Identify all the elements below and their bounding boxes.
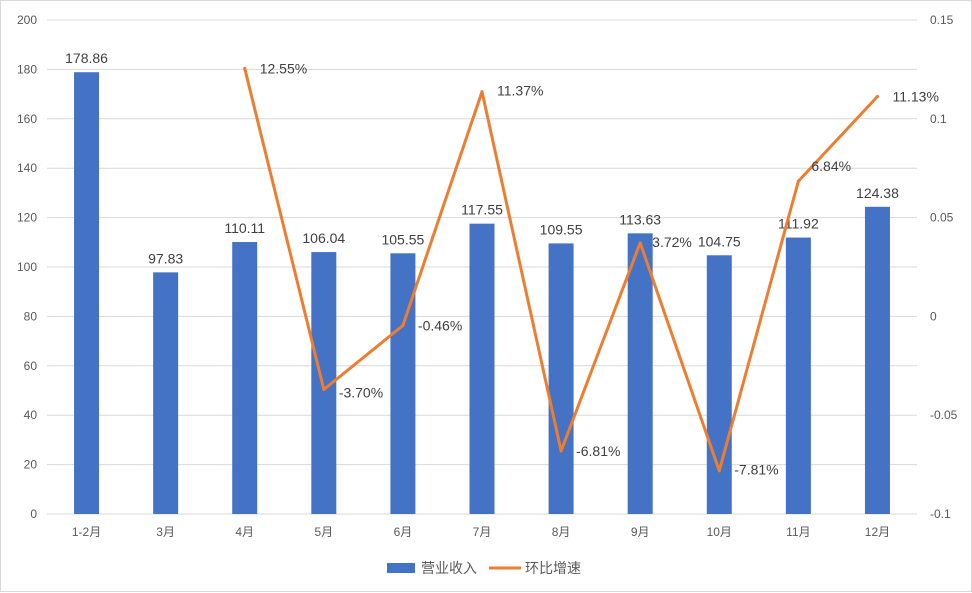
line-data-label: -6.81% bbox=[576, 443, 620, 459]
y-left-tick-label: 20 bbox=[24, 458, 38, 472]
line-data-label: 12.55% bbox=[260, 60, 307, 76]
x-tick-label: 5月 bbox=[314, 525, 333, 539]
bar-data-label: 109.55 bbox=[540, 221, 583, 237]
y-left-tick-label: 120 bbox=[17, 211, 37, 225]
bar bbox=[627, 233, 653, 514]
bar bbox=[232, 242, 258, 514]
line-point bbox=[559, 449, 563, 453]
x-tick-label: 6月 bbox=[394, 525, 413, 539]
line-data-label: -7.81% bbox=[734, 462, 778, 478]
legend-label-line: 环比增速 bbox=[525, 561, 581, 577]
x-tick-label: 7月 bbox=[473, 525, 492, 539]
y-left-tick-label: 40 bbox=[24, 408, 38, 422]
legend-swatch-bar bbox=[387, 563, 415, 573]
y-right-tick-label: -0.05 bbox=[930, 408, 958, 422]
y-left-tick-label: 180 bbox=[17, 62, 37, 76]
line-data-label: 11.13% bbox=[892, 88, 938, 104]
bar bbox=[390, 253, 416, 514]
legend-label-bar: 营业收入 bbox=[421, 561, 477, 577]
y-left-tick-label: 80 bbox=[24, 309, 38, 323]
line-data-label: 3.72% bbox=[652, 234, 692, 250]
y-right-tick-label: 0.1 bbox=[930, 112, 947, 126]
bar-data-label: 178.86 bbox=[65, 50, 108, 66]
line-point bbox=[875, 94, 879, 98]
bar bbox=[153, 272, 179, 514]
line-point bbox=[243, 66, 247, 70]
x-tick-label: 8月 bbox=[552, 525, 571, 539]
bar-data-label: 105.55 bbox=[381, 231, 424, 247]
bar-data-label: 117.55 bbox=[461, 202, 503, 218]
y-right-tick-label: 0.15 bbox=[930, 13, 954, 27]
y-left-tick-label: 60 bbox=[24, 359, 38, 373]
line-point bbox=[322, 388, 326, 392]
line-point bbox=[796, 179, 800, 183]
x-tick-label: 3月 bbox=[156, 525, 175, 539]
y-left-tick-label: 200 bbox=[17, 13, 37, 27]
line-point bbox=[480, 90, 484, 94]
x-tick-label: 12月 bbox=[865, 525, 890, 539]
bar bbox=[706, 255, 732, 514]
line-data-label: 6.84% bbox=[811, 158, 851, 174]
y-left-tick-label: 160 bbox=[17, 112, 37, 126]
x-tick-label: 4月 bbox=[235, 525, 254, 539]
bar bbox=[864, 206, 890, 514]
y-right-tick-label: 0 bbox=[930, 309, 937, 323]
y-left-tick-label: 140 bbox=[17, 161, 37, 175]
line-point bbox=[638, 241, 642, 245]
x-tick-label: 1-2月 bbox=[72, 525, 101, 539]
bar bbox=[74, 72, 100, 515]
x-tick-label: 11月 bbox=[786, 525, 810, 539]
bar-data-label: 124.38 bbox=[856, 185, 899, 201]
bar-data-label: 97.83 bbox=[148, 250, 183, 266]
bar-data-label: 104.75 bbox=[698, 233, 741, 249]
x-tick-label: 9月 bbox=[631, 525, 650, 539]
line-data-label: -3.70% bbox=[339, 385, 383, 401]
line-data-label: 11.37% bbox=[497, 83, 543, 99]
y-right-tick-label: 0.05 bbox=[930, 211, 954, 225]
line-point bbox=[717, 469, 721, 473]
bar-data-label: 113.63 bbox=[619, 211, 661, 227]
line-data-label: -0.46% bbox=[418, 317, 462, 333]
bar bbox=[785, 237, 811, 514]
bar-data-label: 106.04 bbox=[302, 230, 345, 246]
bar-data-label: 110.11 bbox=[224, 220, 265, 236]
y-right-tick-label: -0.1 bbox=[930, 507, 951, 521]
y-left-tick-label: 0 bbox=[30, 507, 37, 521]
y-left-tick-label: 100 bbox=[17, 260, 37, 274]
bar bbox=[548, 243, 574, 514]
bar bbox=[469, 223, 495, 515]
x-tick-label: 10月 bbox=[707, 525, 732, 539]
line-point bbox=[401, 323, 405, 327]
